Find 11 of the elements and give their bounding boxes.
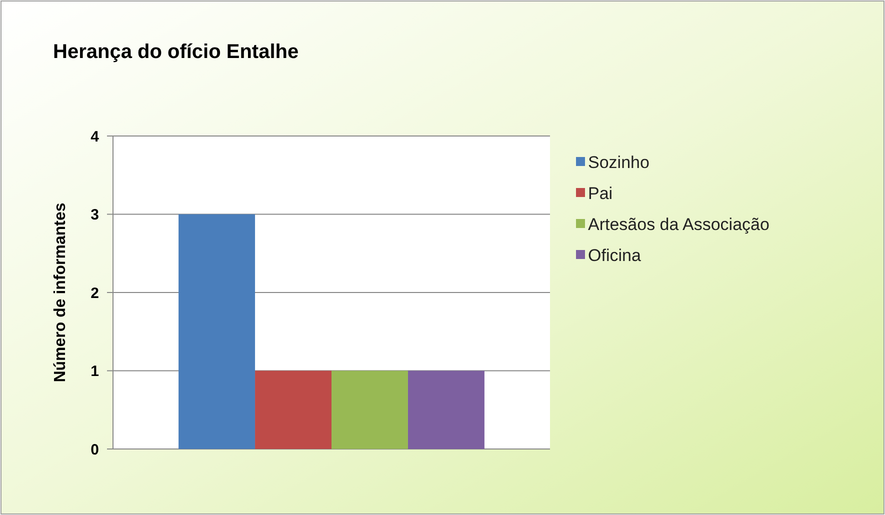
y-tick-label: 4: [90, 128, 100, 146]
y-axis-title: Número de informantes: [52, 202, 69, 382]
y-tick-label: 2: [90, 284, 99, 302]
legend-label: Pai: [588, 184, 613, 203]
legend-label: Oficina: [588, 246, 642, 265]
y-tick-label: 3: [90, 206, 99, 224]
y-tick-label: 1: [90, 363, 99, 380]
legend-label: Artesãos da Associação: [588, 214, 770, 234]
legend-label: Sozinho: [588, 152, 650, 172]
chart-title: Herança do ofício Entalhe: [53, 41, 299, 63]
y-tick-label: 0: [90, 441, 99, 458]
